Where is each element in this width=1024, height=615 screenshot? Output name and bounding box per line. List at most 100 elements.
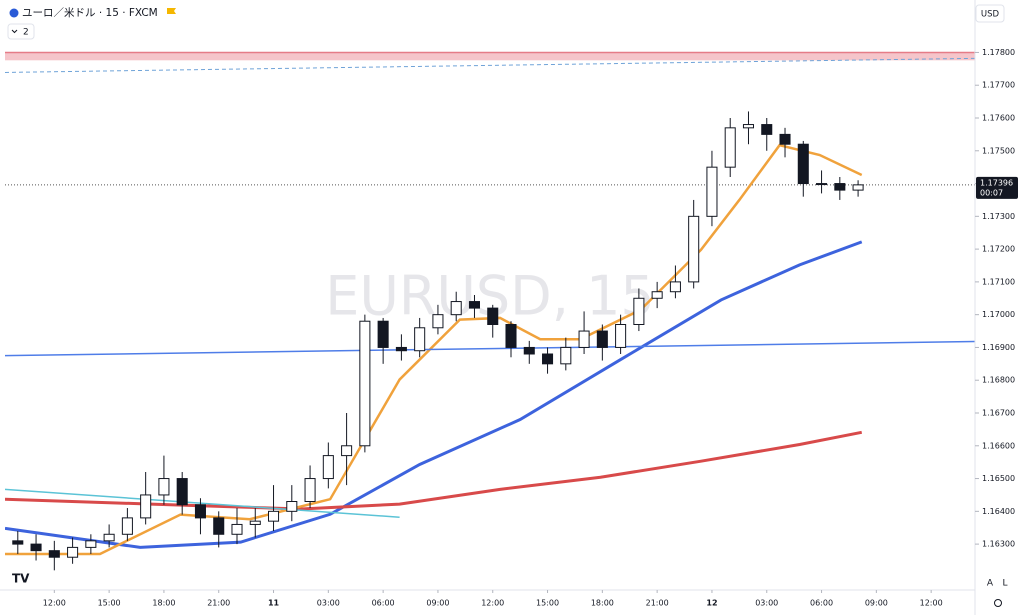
candle-body bbox=[596, 330, 608, 348]
plot-area: EURUSD, 15 bbox=[5, 51, 975, 571]
candle-body bbox=[30, 543, 42, 552]
x-tick-label: 11 bbox=[268, 599, 280, 608]
candle-body bbox=[432, 314, 444, 329]
y-tick-label: 1.16500 bbox=[982, 474, 1015, 483]
x-tick-label: 09:00 bbox=[865, 599, 888, 608]
candle-body bbox=[450, 301, 462, 316]
candle-body bbox=[48, 550, 60, 558]
symbol-icon bbox=[9, 8, 19, 18]
settings-icon[interactable] bbox=[994, 599, 1002, 607]
last-price-box bbox=[976, 176, 1018, 199]
candle-body bbox=[779, 133, 791, 145]
candle-body bbox=[158, 478, 170, 496]
candle-body bbox=[121, 517, 133, 535]
candle-body bbox=[542, 353, 554, 365]
candle-body bbox=[761, 124, 773, 135]
candle-body bbox=[816, 183, 828, 186]
y-tick-label: 1.17000 bbox=[982, 310, 1015, 319]
candle-body bbox=[85, 540, 97, 548]
candle-body bbox=[852, 184, 864, 191]
candle-body bbox=[194, 504, 206, 519]
candle-body bbox=[615, 324, 627, 348]
x-tick-label: 12 bbox=[706, 599, 717, 608]
symbol-title: ユーロ／米ドル · 15 · FXCM bbox=[22, 6, 158, 19]
candle-body bbox=[578, 330, 590, 348]
indicator-line bbox=[5, 488, 400, 518]
indicator-line bbox=[5, 240, 863, 549]
currency: USD bbox=[981, 10, 1000, 20]
y-tick-label: 1.17600 bbox=[982, 114, 1015, 123]
x-tick-label: 03:00 bbox=[755, 599, 778, 608]
candle-body bbox=[304, 478, 316, 502]
candle-body bbox=[414, 327, 426, 352]
indicator-line bbox=[5, 340, 975, 357]
candle-body bbox=[12, 540, 24, 545]
candle-body bbox=[724, 127, 736, 168]
candle-body bbox=[176, 478, 188, 506]
candle-body bbox=[322, 455, 334, 480]
candle-body bbox=[286, 501, 298, 512]
candle-body bbox=[268, 510, 280, 522]
last-price-label: 1.17396 bbox=[980, 178, 1013, 187]
indicators-toggle[interactable] bbox=[7, 23, 35, 40]
x-tick-label: 21:00 bbox=[646, 599, 669, 608]
candle-body bbox=[213, 517, 225, 535]
x-tick-label: 18:00 bbox=[152, 599, 175, 608]
candle-body bbox=[669, 281, 681, 293]
candle-body bbox=[468, 301, 480, 309]
candle-body bbox=[706, 166, 718, 217]
candle-body bbox=[742, 124, 755, 129]
x-tick-label: 06:00 bbox=[372, 599, 395, 608]
currency-button[interactable] bbox=[975, 4, 1005, 23]
indicator-line bbox=[5, 143, 863, 556]
y-tick-label: 1.16400 bbox=[982, 507, 1015, 516]
zone bbox=[5, 52, 975, 61]
candle-body bbox=[523, 346, 535, 355]
x-tick-label: 12:00 bbox=[481, 599, 504, 608]
y-tick-label: 1.16800 bbox=[982, 376, 1015, 385]
y-tick-label: 1.17300 bbox=[982, 212, 1015, 221]
x-tick-label: 12:00 bbox=[43, 599, 66, 608]
countdown-label: 00:07 bbox=[980, 188, 1003, 197]
auto-scale[interactable]: A bbox=[987, 579, 994, 589]
candle-body bbox=[505, 324, 517, 348]
x-tick-label: 09:00 bbox=[426, 599, 449, 608]
x-tick-label: 12:00 bbox=[920, 599, 943, 608]
x-tick-label: 18:00 bbox=[591, 599, 614, 608]
candle-body bbox=[633, 297, 645, 325]
log-scale[interactable]: L bbox=[1002, 579, 1007, 589]
candle-body bbox=[341, 445, 353, 457]
y-tick-label: 1.16600 bbox=[982, 441, 1015, 450]
candle-body bbox=[560, 346, 572, 365]
candle-body bbox=[103, 533, 115, 542]
candle-body bbox=[231, 523, 243, 535]
candle-body bbox=[487, 307, 499, 326]
candle-body bbox=[249, 520, 261, 525]
candle-body bbox=[395, 346, 407, 352]
y-tick-label: 1.16700 bbox=[982, 409, 1015, 418]
candle-body bbox=[651, 291, 663, 299]
y-tick-label: 1.17800 bbox=[982, 48, 1015, 57]
y-tick-label: 1.16300 bbox=[982, 540, 1015, 549]
y-tick-label: 1.16900 bbox=[982, 343, 1015, 352]
x-tick-label: 21:00 bbox=[207, 599, 230, 608]
candle-body bbox=[377, 320, 389, 348]
candle-body bbox=[359, 320, 371, 447]
flag-icon bbox=[167, 8, 176, 14]
candle-body bbox=[67, 546, 79, 558]
y-tick-label: 1.17100 bbox=[982, 277, 1015, 286]
x-tick-label: 15:00 bbox=[98, 599, 121, 608]
candle-body bbox=[140, 494, 152, 519]
indicators-count: 2 bbox=[23, 28, 29, 38]
candle-body bbox=[797, 143, 809, 185]
y-tick-label: 1.17700 bbox=[982, 81, 1015, 90]
candle-body bbox=[688, 215, 700, 283]
y-tick-label: 1.17500 bbox=[982, 146, 1015, 155]
indicator-line bbox=[5, 57, 975, 73]
x-tick-label: 15:00 bbox=[536, 599, 559, 608]
y-tick-label: 1.17200 bbox=[982, 245, 1015, 254]
x-tick-label: 03:00 bbox=[317, 599, 340, 608]
chevron-icon bbox=[11, 29, 18, 34]
